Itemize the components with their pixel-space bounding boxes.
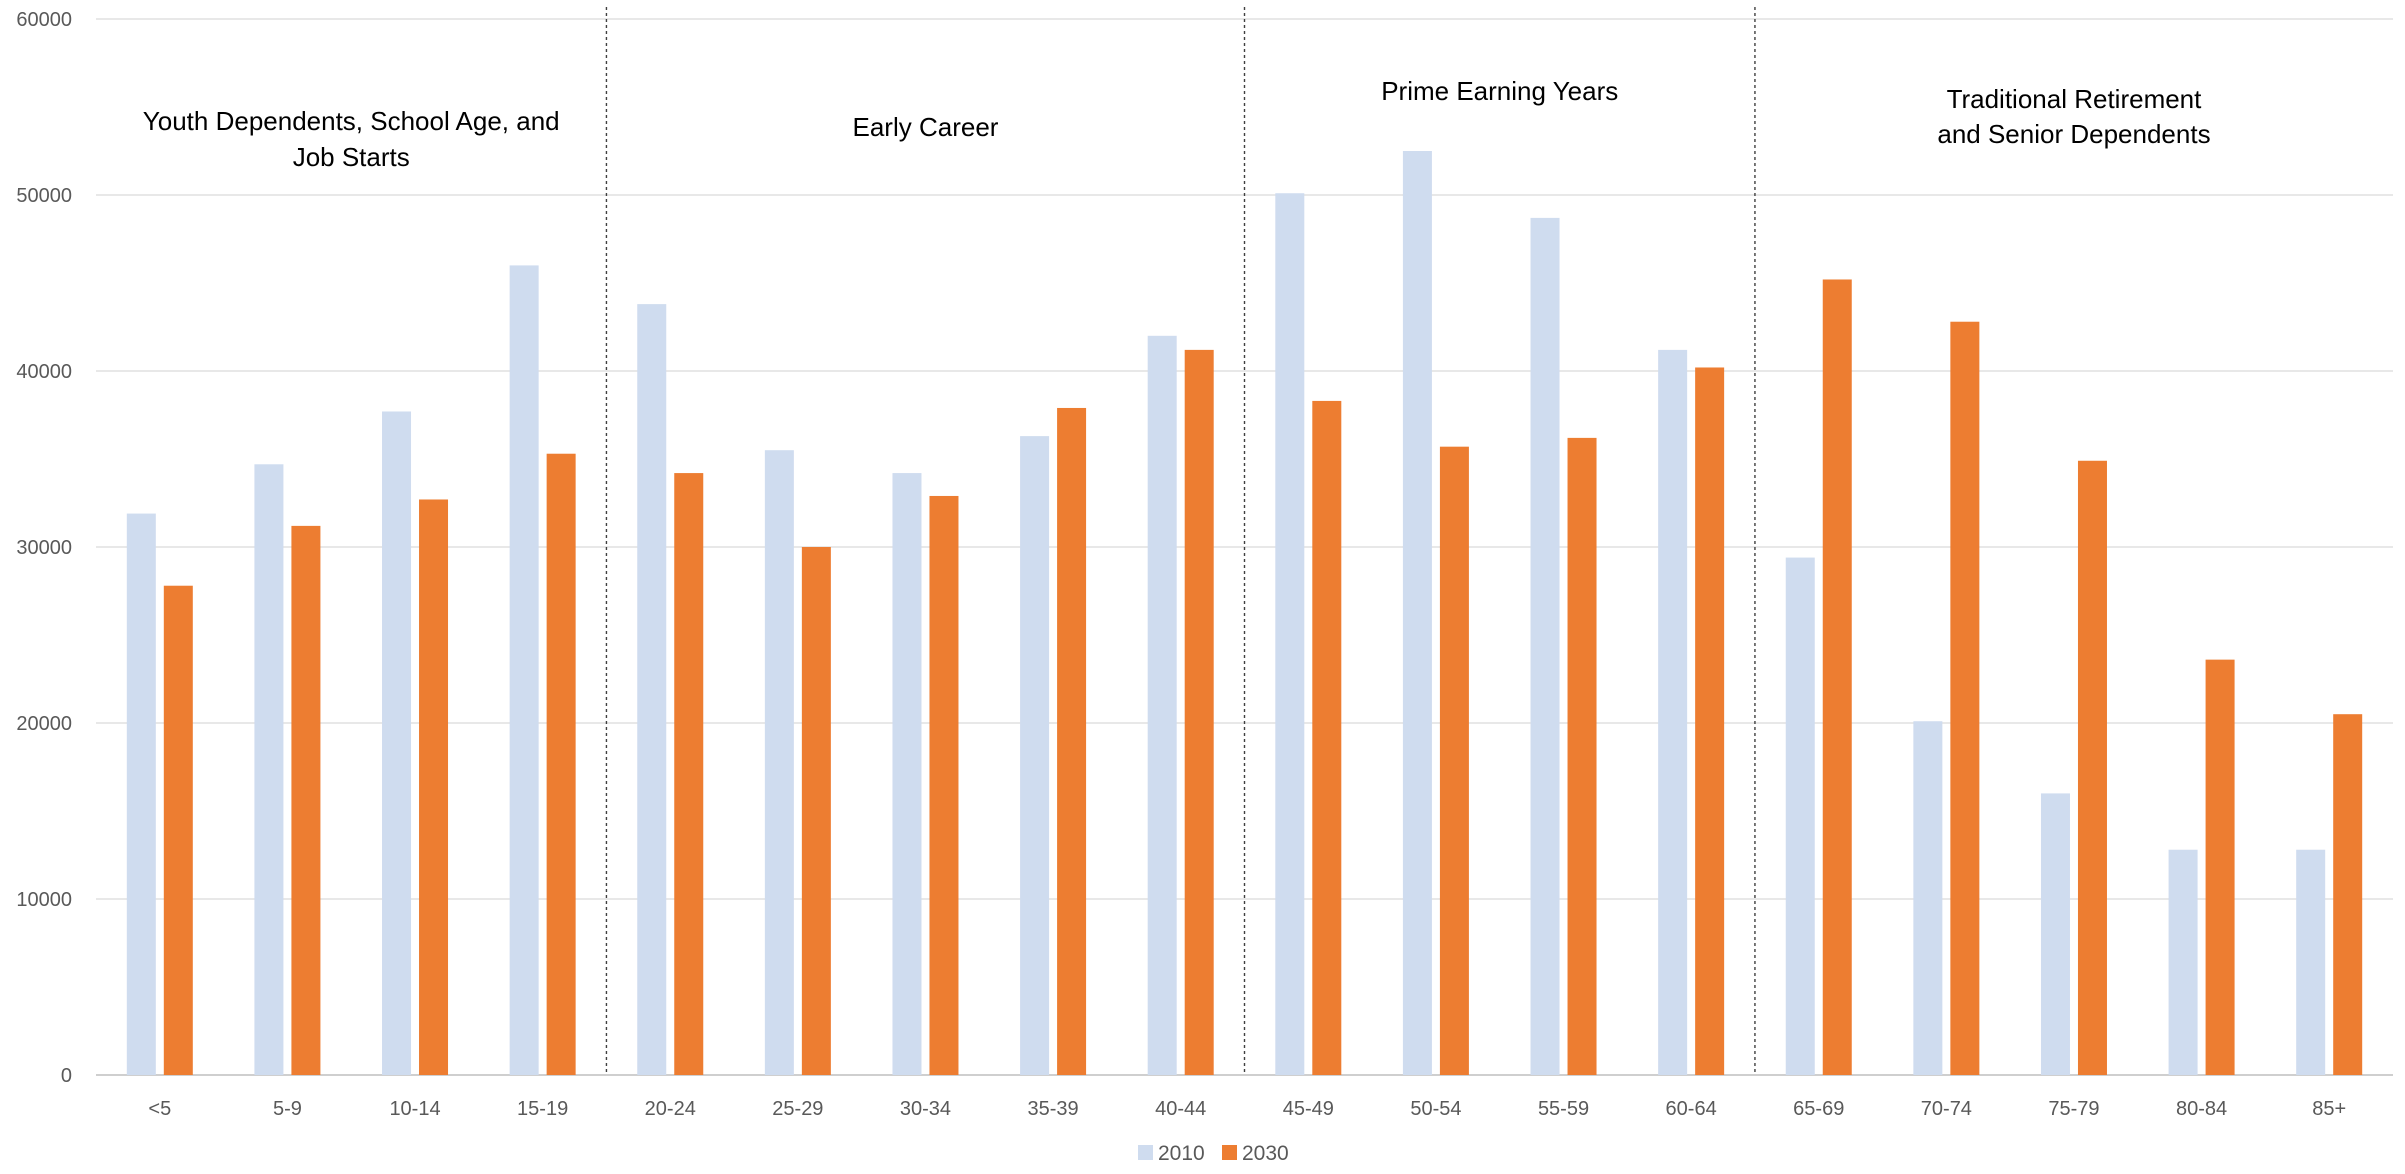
bar-2030 (1312, 400, 1342, 1075)
bar-2010 (1275, 193, 1305, 1076)
bar-2010 (382, 411, 412, 1076)
group-label: Youth Dependents, School Age, and (143, 106, 560, 136)
group-label: Job Starts (293, 142, 410, 172)
legend-swatch (1222, 1145, 1237, 1160)
x-tick-label: 15-19 (517, 1098, 568, 1120)
x-tick-label: 70-74 (1921, 1098, 1972, 1120)
bar-2030 (2333, 714, 2363, 1075)
bar-2030 (163, 585, 193, 1075)
bar-2030 (1184, 349, 1214, 1075)
bar-2030 (801, 547, 831, 1075)
x-tick-label: 20-24 (645, 1098, 696, 1120)
legend-label: 2030 (1242, 1142, 1289, 1165)
bar-2010 (1658, 349, 1688, 1075)
y-tick-label: 30000 (16, 537, 72, 559)
x-tick-label: 45-49 (1283, 1098, 1334, 1120)
bar-2010 (1913, 721, 1943, 1075)
bar-2010 (2296, 849, 2326, 1075)
bar-2010 (764, 450, 794, 1075)
x-tick-label: 35-39 (1028, 1098, 1079, 1120)
bar-2030 (1950, 321, 1980, 1076)
group-label: Traditional Retirement (1947, 84, 2203, 114)
bar-2030 (291, 525, 321, 1075)
x-tick-label: 30-34 (900, 1098, 951, 1120)
bar-2010 (2168, 849, 2198, 1075)
group-label: and Senior Dependents (1937, 119, 2210, 149)
y-tick-label: 50000 (16, 185, 72, 207)
legend-label: 2010 (1158, 1142, 1205, 1165)
bar-2030 (419, 499, 449, 1076)
bar-2010 (1147, 335, 1177, 1075)
bar-2030 (1057, 407, 1087, 1076)
bar-2010 (1402, 151, 1432, 1075)
bar-2030 (929, 495, 959, 1076)
bar-2030 (1822, 279, 1852, 1076)
x-tick-label: 85+ (2312, 1098, 2346, 1120)
bar-2030 (2077, 460, 2107, 1075)
bar-2030 (2205, 659, 2235, 1075)
bar-2010 (637, 304, 667, 1075)
bar-2010 (1020, 436, 1050, 1075)
bar-2010 (254, 464, 284, 1075)
bar-2010 (2040, 793, 2070, 1075)
group-label: Prime Earning Years (1381, 76, 1618, 106)
x-tick-label: 25-29 (772, 1098, 823, 1120)
x-tick-label: 75-79 (2048, 1098, 2099, 1120)
legend-swatch (1138, 1145, 1153, 1160)
bar-2010 (1785, 557, 1815, 1075)
bar-2010 (1530, 217, 1560, 1075)
x-tick-label: 55-59 (1538, 1098, 1589, 1120)
x-tick-label: 65-69 (1793, 1098, 1844, 1120)
bar-2030 (1439, 446, 1469, 1075)
x-tick-label: 40-44 (1155, 1098, 1206, 1120)
bar-2030 (674, 473, 704, 1076)
y-tick-label: 60000 (16, 9, 72, 31)
x-tick-label: <5 (148, 1098, 171, 1120)
bar-2030 (546, 453, 576, 1076)
bar-2010 (126, 513, 156, 1075)
x-tick-label: 10-14 (389, 1098, 440, 1120)
bar-2010 (892, 473, 922, 1076)
group-label: Early Career (853, 112, 999, 142)
y-tick-label: 10000 (16, 889, 72, 911)
x-tick-label: 60-64 (1666, 1098, 1717, 1120)
x-tick-label: 80-84 (2176, 1098, 2227, 1120)
bar-2030 (1567, 437, 1597, 1075)
x-tick-label: 50-54 (1410, 1098, 1461, 1120)
bar-2030 (1695, 367, 1725, 1076)
y-tick-label: 20000 (16, 713, 72, 735)
y-tick-label: 40000 (16, 361, 72, 383)
y-tick-label: 0 (61, 1065, 72, 1087)
bar-2010 (509, 265, 539, 1075)
x-tick-label: 5-9 (273, 1098, 302, 1120)
